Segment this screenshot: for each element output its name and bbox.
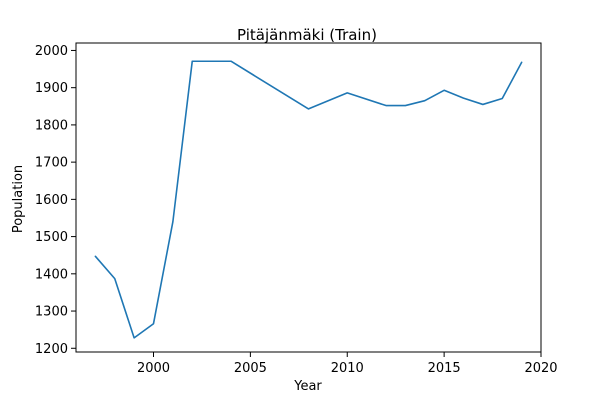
x-tick-label: 2005 (234, 361, 267, 376)
y-tick-label: 1600 (35, 193, 68, 208)
y-tick-label: 1200 (35, 342, 68, 357)
y-tick-label: 1500 (35, 230, 68, 245)
x-tick-label: 2015 (428, 361, 461, 376)
x-tick-label: 2020 (524, 361, 557, 376)
series-line-0 (94, 60, 523, 339)
series-layer (94, 60, 523, 339)
chart-title: Pitäjänmäki (Train) (237, 26, 377, 44)
x-axis-ticks: 2000 2005 2010 2015 2020 (137, 352, 558, 376)
x-tick-label: 2010 (331, 361, 364, 376)
y-tick-label: 1900 (35, 81, 68, 96)
y-axis-title: Population (11, 165, 26, 233)
plot-frame (75, 42, 542, 353)
y-tick-label: 1800 (35, 118, 68, 133)
y-tick-label: 2000 (35, 44, 68, 59)
x-axis-title: Year (293, 379, 322, 394)
y-tick-label: 1300 (35, 305, 68, 320)
y-axis-ticks: 1200 1300 1400 1500 1600 1700 1800 1900 2000 (35, 44, 76, 357)
y-tick-label: 1700 (35, 156, 68, 171)
plot-area: 2000 2005 2010 2015 2020 1200 1300 1400 1500 160… (35, 42, 558, 376)
x-tick-label: 2000 (137, 361, 170, 376)
y-tick-label: 1400 (35, 267, 68, 282)
